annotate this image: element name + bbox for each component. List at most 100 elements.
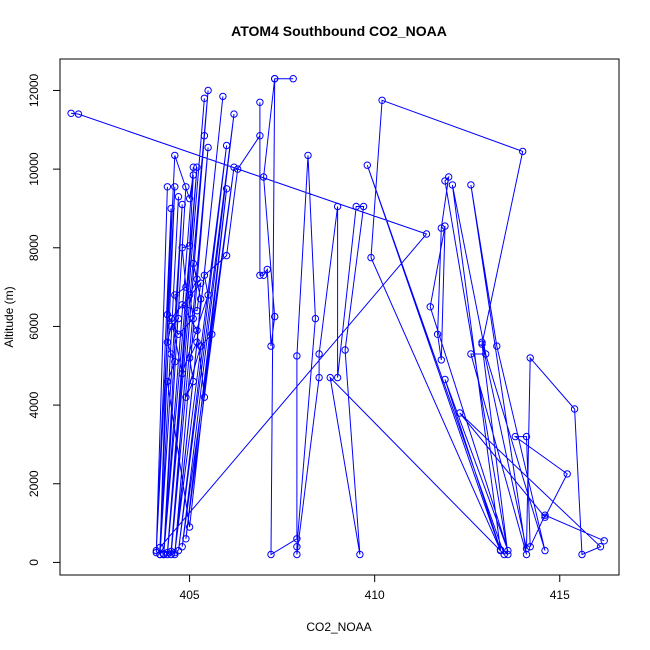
data-point bbox=[500, 550, 508, 559]
data-point bbox=[174, 193, 183, 201]
data-point bbox=[222, 141, 231, 150]
data-point bbox=[352, 202, 360, 211]
data-point bbox=[600, 537, 608, 545]
data-point bbox=[167, 204, 175, 213]
data-point bbox=[197, 279, 205, 287]
data-point bbox=[160, 550, 168, 559]
data-point bbox=[163, 183, 172, 191]
data-point bbox=[293, 543, 301, 551]
data-point bbox=[152, 548, 161, 557]
data-point bbox=[171, 550, 179, 559]
data-point bbox=[341, 346, 349, 354]
data-point bbox=[185, 523, 194, 531]
x-axis: 405 410 415 bbox=[180, 574, 570, 602]
data-point bbox=[422, 230, 431, 238]
data-point bbox=[441, 375, 449, 384]
data-point bbox=[526, 354, 534, 362]
data-point bbox=[256, 132, 264, 140]
data-point bbox=[467, 350, 475, 358]
data-point bbox=[448, 181, 457, 189]
data-point bbox=[156, 550, 164, 559]
data-point bbox=[256, 98, 264, 107]
data-point bbox=[185, 242, 194, 250]
data-point bbox=[178, 200, 186, 209]
data-point bbox=[74, 110, 83, 118]
data-point bbox=[271, 75, 279, 83]
data-point bbox=[171, 291, 179, 299]
x-tick-label: 415 bbox=[550, 588, 570, 602]
data-point bbox=[511, 432, 519, 441]
data-point bbox=[504, 550, 512, 559]
y-tick-label: 6000 bbox=[27, 313, 41, 340]
data-point bbox=[437, 224, 445, 232]
data-point bbox=[519, 147, 527, 156]
data-point bbox=[304, 151, 312, 160]
data-point bbox=[267, 342, 275, 350]
data-point bbox=[174, 546, 183, 555]
data-point bbox=[178, 543, 186, 551]
data-point bbox=[167, 322, 175, 331]
data-point bbox=[437, 356, 445, 364]
data-point bbox=[163, 338, 172, 346]
y-axis-label: Altitude (m) bbox=[2, 286, 16, 347]
data-point bbox=[189, 377, 198, 386]
y-tick-label: 8000 bbox=[27, 234, 41, 261]
data-point bbox=[315, 350, 323, 358]
x-axis-label: CO2_NOAA bbox=[306, 620, 371, 634]
data-point bbox=[293, 352, 301, 360]
data-point bbox=[234, 165, 242, 173]
data-point bbox=[333, 202, 342, 211]
data-point bbox=[522, 432, 531, 441]
data-point bbox=[167, 350, 175, 358]
data-point bbox=[493, 342, 501, 350]
data-point bbox=[185, 354, 194, 362]
data-point bbox=[259, 173, 268, 181]
data-point bbox=[152, 546, 161, 555]
data-point bbox=[182, 283, 190, 291]
data-point bbox=[204, 291, 212, 299]
series-line bbox=[71, 78, 605, 556]
data-point bbox=[174, 314, 183, 323]
data-point bbox=[367, 253, 375, 262]
chart-title: ATOM4 Southbound CO2_NOAA bbox=[231, 23, 447, 39]
data-point bbox=[293, 535, 301, 543]
data-point bbox=[263, 265, 271, 274]
data-point bbox=[171, 548, 179, 557]
data-point bbox=[193, 275, 201, 283]
data-point bbox=[174, 330, 183, 338]
data-point bbox=[189, 163, 198, 171]
y-axis: 0 2000 4000 6000 8000 10000 12000 bbox=[27, 73, 61, 566]
data-point bbox=[204, 143, 212, 152]
data-point bbox=[433, 330, 442, 338]
data-point bbox=[563, 470, 571, 478]
data-point bbox=[467, 181, 475, 189]
data-point bbox=[445, 173, 453, 181]
data-point bbox=[504, 546, 512, 555]
data-point bbox=[496, 546, 505, 554]
data-point bbox=[178, 369, 186, 378]
data-point bbox=[267, 550, 275, 559]
data-point bbox=[230, 110, 238, 118]
data-point bbox=[426, 303, 434, 311]
data-point bbox=[185, 194, 194, 203]
data-point bbox=[167, 314, 175, 323]
data-point bbox=[189, 171, 198, 179]
data-point bbox=[482, 350, 490, 358]
data-point bbox=[197, 342, 205, 350]
data-point bbox=[200, 393, 209, 401]
data-point bbox=[163, 548, 172, 557]
data-point bbox=[256, 271, 264, 279]
data-point bbox=[222, 185, 231, 193]
data-point bbox=[67, 109, 75, 118]
data-point bbox=[522, 544, 531, 553]
data-point bbox=[271, 312, 279, 321]
y-tick-label: 4000 bbox=[27, 391, 41, 418]
data-point bbox=[200, 94, 209, 103]
data-point bbox=[182, 393, 190, 401]
data-point bbox=[541, 511, 549, 519]
data-point bbox=[378, 96, 386, 105]
data-point bbox=[171, 183, 179, 191]
y-tick-label: 12000 bbox=[27, 73, 41, 107]
data-point bbox=[230, 163, 238, 171]
